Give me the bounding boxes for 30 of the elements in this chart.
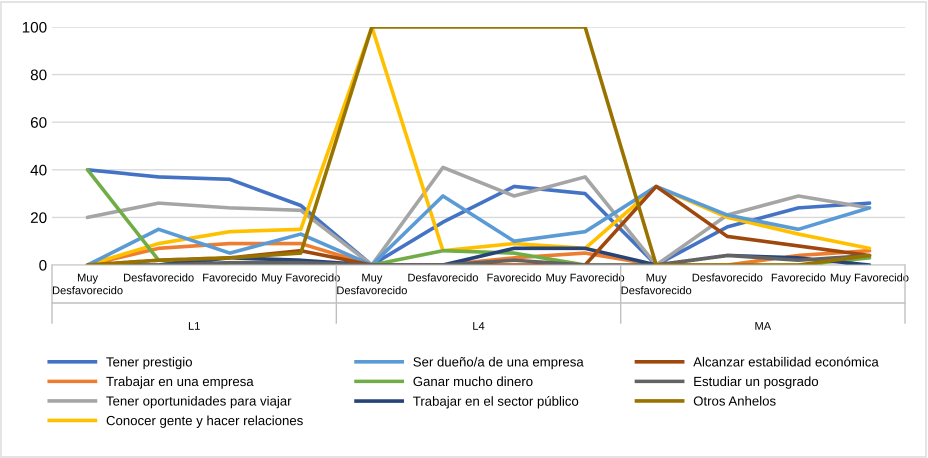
legend-label: Estudiar un posgrado [694,376,818,389]
x-tick-label: Favorecido [203,273,257,282]
x-tick-label: Favorecido [487,273,542,282]
x-tick-label: Muy Favorecido [830,273,909,284]
x-tick-label: Muy Favorecido [262,273,340,284]
y-tick-label: 60 [30,117,47,128]
x-tick-label: Muy Desfavorecido [52,274,123,294]
legend-label: Otros Anhelos [694,396,776,406]
y-tick-label: 100 [22,22,47,33]
legend-label: Trabajar en una empresa [106,376,254,389]
legend-label: Trabajar en el sector público [413,396,578,408]
legend-label: Alcanzar estabilidad económica [693,356,879,367]
legend-label: Ganar mucho dinero [413,376,533,386]
y-tick-label: 80 [30,69,47,80]
text: L1 [188,322,200,330]
x-tick-label: Desfavorecido [408,273,478,282]
x-tick-label: Favorecido [772,273,826,282]
text: MA [755,322,772,330]
x-tick-label: Muy Favorecido [546,273,624,284]
y-tick-label: 40 [30,164,47,176]
y-tick-label: 0 [39,260,47,271]
x-tick-label: Desfavorecido [692,273,762,282]
legend-label: Ser dueño/a de una empresa [413,356,584,370]
text: L4 [473,322,484,330]
x-tick-label: Desfavorecido [124,273,194,282]
line-series [86,184,872,265]
legend-label: Tener prestigio [106,356,192,370]
legend-label: Conocer gente y hacer relaciones [106,416,303,428]
legend-label: Tener oportunidades para viajar [106,396,292,408]
y-tick-label: 20 [30,212,47,224]
